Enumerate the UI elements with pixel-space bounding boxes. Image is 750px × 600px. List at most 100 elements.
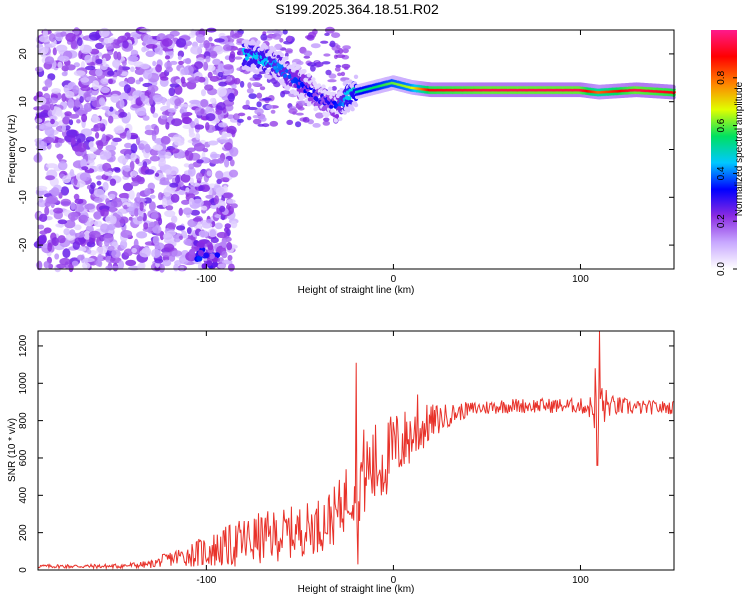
spectrogram-cell (127, 76, 136, 85)
spectrogram-cell (90, 115, 101, 123)
spectrogram-cell (218, 81, 228, 87)
spectrogram-cell (165, 121, 170, 130)
spectrogram-cell (50, 118, 55, 125)
spectrogram-cell (161, 38, 173, 47)
spectrogram-cell (237, 112, 246, 117)
spectrogram-cell (224, 223, 231, 229)
spectrogram-cell (123, 165, 131, 172)
spectrogram-cell (47, 110, 52, 117)
spectrogram-cell (82, 257, 95, 263)
figure-title: S199.2025.364.18.51.R02 (275, 1, 439, 17)
spectrogram-cell (47, 195, 58, 204)
spectrogram-cell (102, 181, 109, 191)
spectrogram-cell (244, 56, 250, 61)
spectrogram-cell (89, 48, 100, 55)
spectrogram-cell (95, 122, 104, 129)
spectrogram-cell (166, 222, 177, 230)
spectrogram-cell (93, 188, 105, 198)
spectrogram-cell (166, 98, 171, 109)
spectrogram-cell (53, 207, 64, 214)
spectrogram-cell (36, 112, 48, 118)
spectrogram-cell (208, 36, 213, 42)
spectrogram-cell (136, 192, 141, 202)
spectrogram-cell (49, 33, 56, 42)
spectrogram-cell (288, 108, 298, 114)
spectrogram-cell (109, 215, 117, 225)
spectrogram-cell (316, 83, 322, 88)
spectrogram-cell (112, 137, 122, 142)
spectrogram-cell (314, 97, 319, 102)
spectrogram-cell (93, 197, 103, 203)
snr-x-axis-label: Height of straight line (km) (298, 584, 415, 595)
spectrogram-cell (152, 225, 162, 234)
spectrogram-cell (251, 82, 261, 87)
spectrogram-cell (181, 199, 190, 205)
spectrogram-cell (254, 108, 264, 115)
spectrogram-cell (90, 127, 101, 132)
snr-y-tick-label: 800 (18, 412, 29, 429)
spectrogram-cell (216, 102, 226, 111)
spectrogram-cell (105, 43, 114, 50)
spectrogram-cell (210, 153, 222, 158)
spectrogram-cell (107, 70, 115, 76)
spectrogram-cell (136, 231, 148, 239)
spectrogram-cell (55, 107, 63, 117)
spectrogram-cell (265, 104, 274, 110)
spectrogram-cell (217, 71, 224, 78)
spectrogram-cell (198, 185, 204, 191)
spectrogram-cell (130, 143, 138, 154)
spectrogram-cell (209, 159, 222, 164)
spectrogram-cell (328, 86, 333, 91)
spectrogram-cell (189, 99, 201, 105)
spectrogram-cell (51, 237, 59, 247)
spectrogram-cell (140, 93, 146, 102)
spectrogram-cell (168, 87, 176, 97)
spectrogram-cell (64, 90, 75, 99)
spectrogram-cell (108, 78, 113, 84)
spectrogram-cell (123, 204, 128, 210)
spectrogram-cell (86, 241, 96, 248)
spectrogram-cell (102, 57, 107, 67)
spectrogram-cell (297, 106, 305, 111)
spectrogram-cell (67, 98, 75, 109)
spectrogram-cell (100, 223, 110, 233)
spectrogram-cell (127, 55, 139, 62)
spectrogram-cell (266, 30, 274, 34)
spectrogram-cell (200, 99, 209, 108)
spectrogram-cell (103, 37, 114, 44)
spectrogram-cell (80, 158, 87, 167)
spectrogram-cell (279, 38, 284, 43)
spectrogram-cell (158, 263, 165, 273)
spectrogram-cell (131, 247, 138, 254)
spectrogram-cell (57, 235, 66, 244)
spectrogram-cell (95, 58, 103, 65)
spectrogram-cell (344, 79, 350, 85)
spectrogram-cell (55, 223, 65, 228)
spectrogram-cell (342, 48, 349, 54)
spectrogram-cell (130, 49, 139, 57)
spectrogram-cell (79, 172, 91, 182)
spectrogram-cell (286, 35, 292, 43)
spectrogram-cell (327, 79, 337, 83)
colorbar-tick-label: 0.6 (716, 118, 727, 132)
spectrogram-cell (181, 116, 192, 124)
spectrogram-cell (98, 37, 105, 42)
spectrogram-cell (65, 32, 76, 43)
spectrogram-cell (52, 47, 57, 56)
spectrogram-cell (96, 140, 104, 150)
spectrogram-cell (195, 133, 201, 141)
spectrogram-cell (124, 153, 131, 160)
spectrogram-cell (315, 112, 324, 119)
spectrogram-cell (205, 55, 211, 63)
spectrogram-cell (226, 242, 233, 251)
spectrogram-cell (210, 237, 219, 244)
spectrogram-cell (133, 91, 144, 96)
spectrogram-cell (173, 139, 185, 146)
spectrogram-cell (144, 143, 151, 154)
snr-x-tick-label: -100 (196, 575, 216, 586)
spectrogram-cell (286, 119, 294, 125)
snr-y-tick-label: 400 (18, 487, 29, 504)
spectrogram-cell (119, 92, 129, 102)
spectrogram-cell (58, 55, 70, 62)
spectrogram-cell (279, 52, 285, 58)
